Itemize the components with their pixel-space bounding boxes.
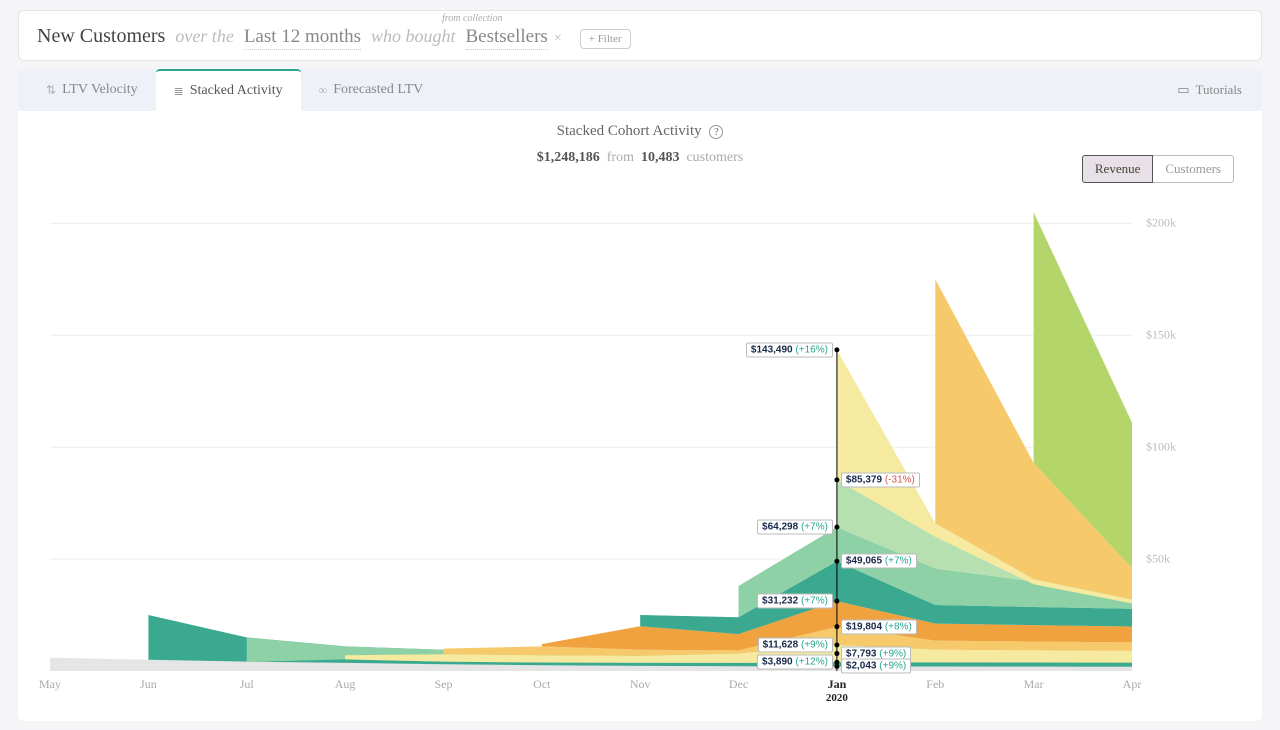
tabs-row: ⇅LTV Velocity≣Stacked Activity∞Forecaste… bbox=[18, 69, 1262, 111]
chart-panel: Stacked Cohort Activity ? $1,248,186 fro… bbox=[18, 111, 1262, 721]
remove-filter-icon[interactable]: × bbox=[554, 31, 562, 47]
chart-callout: $3,890 (+12%) bbox=[757, 655, 833, 670]
tab-icon: ∞ bbox=[319, 83, 328, 98]
query-bar: from collection New Customers over the L… bbox=[18, 10, 1262, 61]
x-axis-tick: Oct bbox=[533, 677, 550, 692]
query-period[interactable]: Last 12 months bbox=[244, 26, 361, 50]
chart-title: Stacked Cohort Activity ? bbox=[40, 123, 1240, 140]
x-axis-tick: Mar bbox=[1024, 677, 1044, 692]
tab-icon: ≣ bbox=[174, 84, 184, 99]
x-axis-tick: Jun bbox=[140, 677, 157, 692]
tab-ltv-velocity[interactable]: ⇅LTV Velocity bbox=[28, 69, 156, 111]
chart-callout: $143,490 (+16%) bbox=[746, 342, 833, 357]
collection-hint: from collection bbox=[442, 13, 502, 24]
x-axis-tick: Jan2020 bbox=[826, 677, 848, 704]
query-over-text: over the bbox=[175, 26, 233, 47]
tab-stacked-activity[interactable]: ≣Stacked Activity bbox=[156, 69, 301, 111]
tab-icon: ⇅ bbox=[46, 83, 56, 98]
query-metric[interactable]: New Customers bbox=[37, 25, 165, 48]
toggle-revenue[interactable]: Revenue bbox=[1082, 155, 1153, 183]
y-axis-tick: $150k bbox=[1146, 328, 1176, 343]
metric-toggle: Revenue Customers bbox=[1082, 155, 1234, 183]
x-axis-tick: Dec bbox=[729, 677, 748, 692]
y-axis-tick: $50k bbox=[1146, 552, 1170, 567]
x-axis-tick: Aug bbox=[335, 677, 356, 692]
chart-plot[interactable]: $50k$100k$150k$200kMayJunJulAugSepOctNov… bbox=[50, 201, 1132, 671]
add-filter-button[interactable]: + Filter bbox=[580, 29, 631, 49]
x-axis-tick: Jul bbox=[240, 677, 254, 692]
chart-callout: $31,232 (+7%) bbox=[757, 594, 833, 609]
y-axis-tick: $100k bbox=[1146, 440, 1176, 455]
x-axis-tick: Nov bbox=[630, 677, 651, 692]
tutorials-link[interactable]: ▭ Tutorials bbox=[1177, 82, 1252, 98]
tab-forecasted-ltv[interactable]: ∞Forecasted LTV bbox=[301, 69, 442, 111]
query-collection[interactable]: Bestsellers bbox=[466, 26, 548, 50]
chart-callout: $19,804 (+8%) bbox=[841, 619, 917, 634]
help-icon[interactable]: ? bbox=[709, 125, 723, 139]
x-axis-tick: Feb bbox=[926, 677, 944, 692]
tutorials-icon: ▭ bbox=[1177, 82, 1189, 98]
x-axis-tick: May bbox=[39, 677, 61, 692]
y-axis-tick: $200k bbox=[1146, 216, 1176, 231]
x-axis-tick: Apr bbox=[1123, 677, 1142, 692]
chart-callout: $2,043 (+9%) bbox=[841, 659, 911, 674]
tutorials-label: Tutorials bbox=[1196, 82, 1242, 98]
x-axis-tick: Sep bbox=[434, 677, 452, 692]
query-who-text: who bought bbox=[371, 26, 456, 47]
toggle-customers[interactable]: Customers bbox=[1153, 155, 1234, 183]
chart-callout: $85,379 (-31%) bbox=[841, 472, 920, 487]
chart-callout: $49,065 (+7%) bbox=[841, 554, 917, 569]
chart-callout: $11,628 (+9%) bbox=[758, 637, 833, 652]
chart-callout: $64,298 (+7%) bbox=[757, 520, 833, 535]
chart-subtitle: $1,248,186 from 10,483 customers bbox=[40, 150, 1240, 166]
